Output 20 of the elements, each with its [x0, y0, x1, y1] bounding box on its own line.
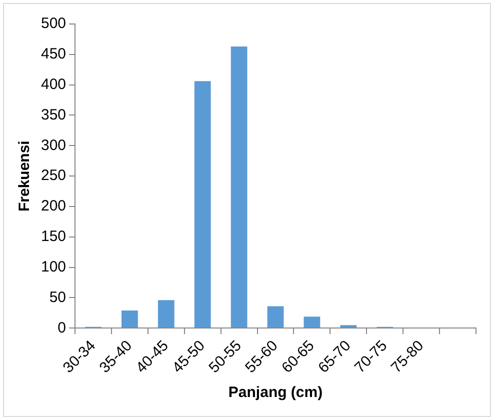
- y-tick-label: 250: [40, 167, 66, 184]
- y-tick-label: 50: [49, 288, 66, 306]
- bar: [304, 316, 320, 328]
- bar: [340, 325, 357, 328]
- bar: [158, 300, 174, 328]
- bar: [122, 310, 138, 328]
- bar: [267, 306, 284, 328]
- y-axis-title: Frekuensi: [16, 140, 34, 212]
- bar: [230, 46, 248, 328]
- y-tick-label: 300: [40, 136, 66, 154]
- bar: [194, 81, 211, 328]
- y-tick-label: 200: [40, 198, 66, 215]
- y-tick-label: 350: [40, 106, 66, 124]
- y-tick-label: 150: [40, 228, 66, 246]
- y-tick-label: 450: [40, 46, 66, 63]
- y-tick-label: 500: [40, 15, 66, 32]
- y-tick-label: 400: [40, 76, 66, 93]
- y-tick-label: 100: [40, 258, 66, 276]
- y-tick-label: 0: [58, 319, 66, 336]
- x-axis-title: Panjang (cm): [228, 384, 323, 402]
